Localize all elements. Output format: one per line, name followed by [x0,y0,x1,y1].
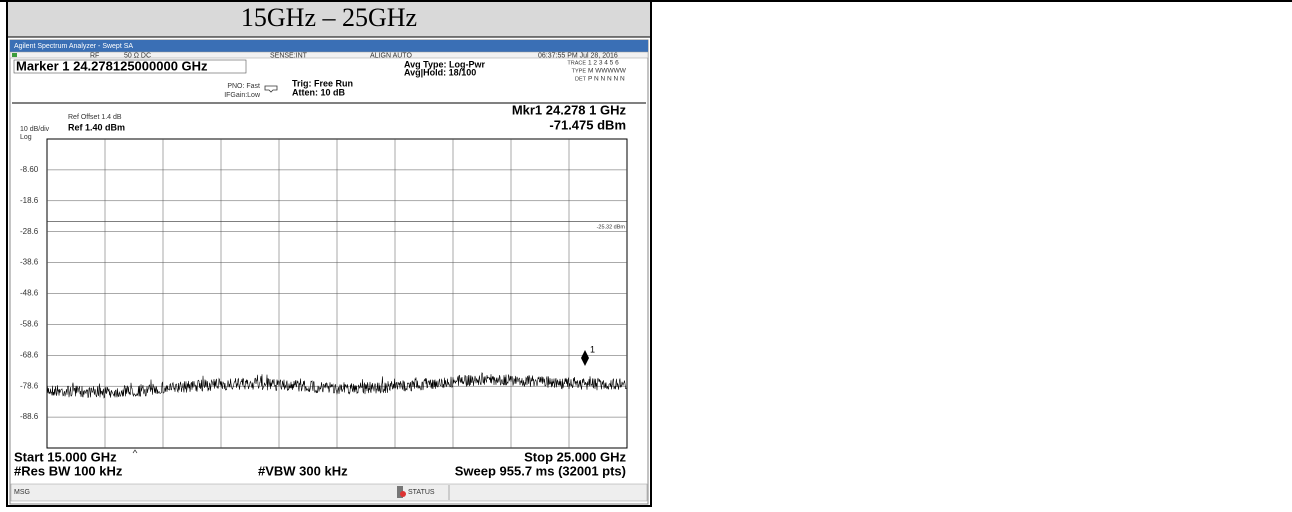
vbw: #VBW 300 kHz [258,463,348,478]
cell-border [6,0,652,507]
marker-label: 1 [590,344,595,354]
msg: MSG [14,489,30,496]
start: Start 15.000 GHz [14,449,117,464]
trace-table-value: M WWWWW [588,68,627,75]
y-label: -88.6 [20,412,39,421]
y-label: -38.6 [20,258,39,267]
status-icon-dot [400,491,406,497]
trace-table-key: TYPE [572,68,587,74]
status-icon [397,486,403,498]
trace-table-value: 1 2 3 4 5 6 [588,60,619,67]
log: Log [20,134,32,141]
res-bw: #Res BW 100 kHz [14,463,123,478]
trace-table-key: DET [575,76,587,82]
ref-offset: Ref Offset 1.4 dB [68,114,122,121]
y-label: -48.6 [20,289,39,298]
y-label: -8.60 [20,165,39,174]
y-label: -58.6 [20,320,39,329]
status-item: RF [90,52,99,59]
header-cell [7,1,651,37]
caret [132,449,138,454]
trace [46,371,628,399]
y-label: -18.6 [20,196,39,205]
graticule: -8.60 -18.6 -28.6 -38.6 -48.6 -58.6 -68.6 -78.6… [20,138,628,449]
avg-hold: Avg|Hold: 18/100 [404,67,476,77]
status-item: SENSE:INT [270,52,308,59]
pno: PNO: Fast [227,83,260,90]
status-item: ALIGN AUTO [370,52,412,59]
status-item: 06:37:55 PM Jul 28, 2016 [538,52,618,59]
marker-readout: Marker 1 24.278125000000 GHz [16,58,208,73]
trig-icon [264,85,278,93]
header-title: 15GHz – 25GHz [241,3,417,32]
window-title: Agilent Spectrum Analyzer - Swept SA [14,43,133,50]
mkr-freq: Mkr1 24.278 1 GHz [512,102,627,117]
status: STATUS [408,489,435,496]
window-titlebar [10,40,648,52]
marker-box [13,59,247,74]
status-item: 50 Ω DC [124,52,151,59]
atten: Atten: 10 dB [292,87,346,97]
y-label: -78.6 [20,381,39,390]
ifgain: IFGain:Low [224,92,261,99]
avg-type: Avg Type: Log-Pwr [404,59,485,69]
y-label: -28.6 [20,227,39,236]
sweep: Sweep 955.7 ms (32001 pts) [455,463,626,478]
status-icon [12,53,17,57]
trace-table-value: P N N N N N [588,76,625,83]
stop: Stop 25.000 GHz [524,449,626,464]
message-bar [10,483,648,502]
y-label: -68.6 [20,350,39,359]
limit-label: -25.32 dBm [597,224,626,230]
ref-level: Ref 1.40 dBm [68,122,125,132]
marker-diamond [581,350,589,366]
trace-table-key: TRACE [567,60,586,66]
status-row [9,51,649,59]
mkr-level: -71.475 dBm [549,117,626,132]
trig: Trig: Free Run [292,78,353,88]
scale: 10 dB/div [20,126,50,133]
